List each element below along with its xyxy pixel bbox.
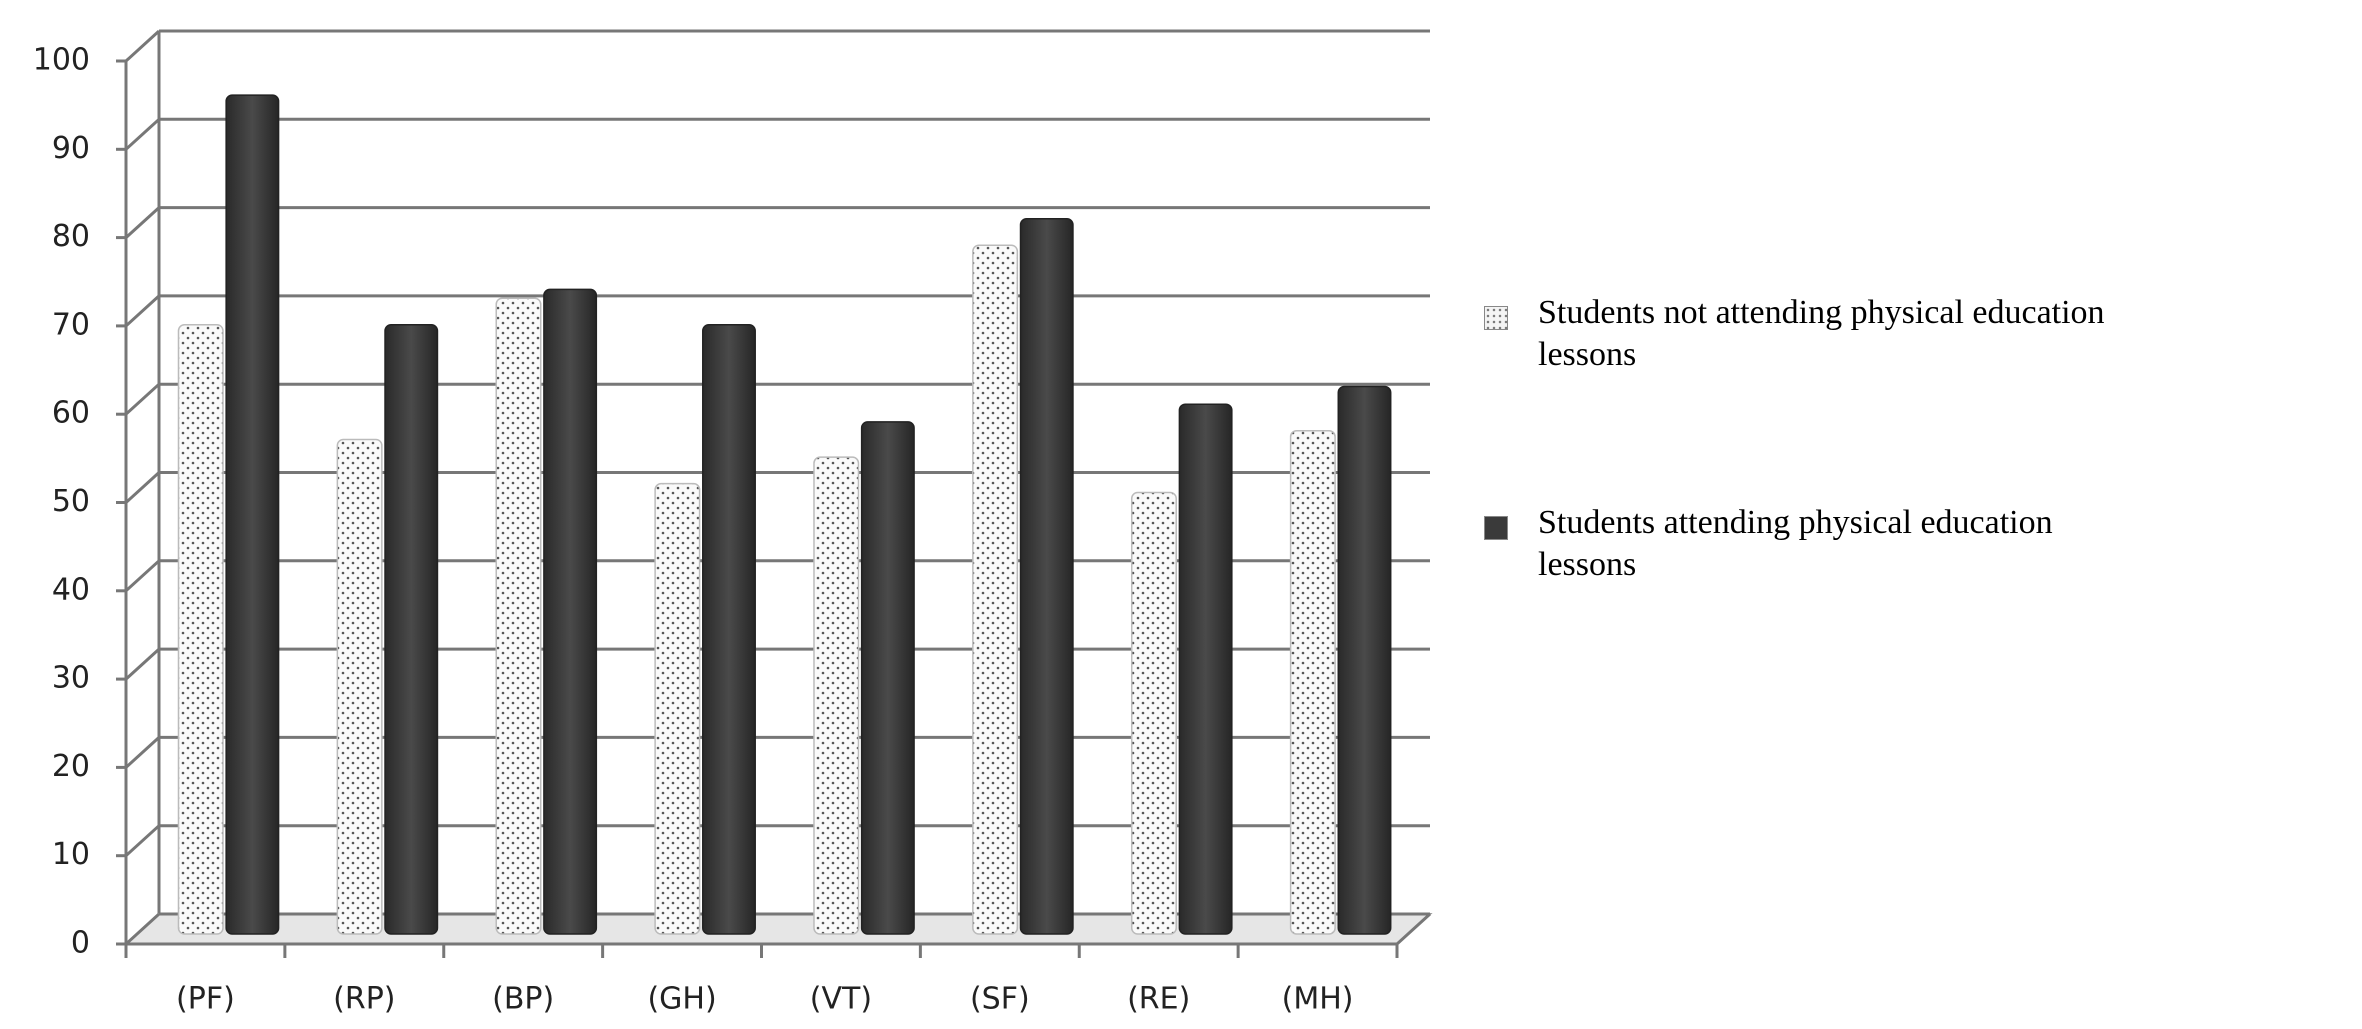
bar bbox=[1019, 218, 1074, 935]
x-tick-label: (BP) bbox=[492, 982, 554, 1017]
grid-line-side bbox=[124, 736, 161, 769]
legend-label: Students attending physical education le… bbox=[1538, 504, 2053, 583]
y-tick-label: 60 bbox=[52, 396, 90, 431]
x-axis-side bbox=[1395, 912, 1432, 946]
bar bbox=[1178, 403, 1233, 935]
bar bbox=[654, 482, 701, 935]
y-tick-label: 90 bbox=[52, 131, 90, 166]
x-tick-label: (PF) bbox=[176, 982, 235, 1017]
y-tick-label: 10 bbox=[52, 837, 90, 872]
bar bbox=[336, 438, 383, 935]
y-tick-label: 100 bbox=[33, 43, 90, 78]
y-tick-label: 0 bbox=[71, 926, 90, 961]
x-tick-label: (VT) bbox=[810, 982, 872, 1017]
grid-line-side bbox=[124, 824, 161, 857]
y-tick-label: 40 bbox=[52, 572, 90, 607]
x-tick-label: (SF) bbox=[970, 982, 1030, 1017]
grid-line-side bbox=[124, 471, 161, 504]
x-tick-label: (RP) bbox=[333, 982, 395, 1017]
legend-label: Students not attending physical educatio… bbox=[1538, 294, 2105, 373]
grid-line-side bbox=[124, 383, 161, 416]
grid-line-side bbox=[124, 559, 161, 592]
bar bbox=[543, 288, 598, 935]
y-tick-label: 50 bbox=[52, 484, 90, 519]
grid-line-side bbox=[124, 118, 161, 151]
grid-line-side bbox=[124, 29, 161, 63]
bar bbox=[495, 297, 542, 935]
bar bbox=[702, 323, 756, 935]
grid-line-side bbox=[124, 206, 161, 239]
bar bbox=[1337, 385, 1392, 935]
y-tick-label: 20 bbox=[52, 749, 90, 784]
y-tick-label: 70 bbox=[52, 307, 90, 342]
bar bbox=[1130, 491, 1177, 935]
y-tick-label: 30 bbox=[52, 661, 90, 696]
bar bbox=[225, 94, 280, 935]
bar bbox=[813, 456, 860, 935]
grid-line-side bbox=[124, 912, 161, 946]
x-tick-label: (GH) bbox=[647, 982, 716, 1017]
bar bbox=[384, 323, 439, 935]
bar bbox=[972, 244, 1019, 935]
bar bbox=[860, 421, 915, 935]
legend-swatch bbox=[1484, 306, 1508, 330]
legend-item: Students not attending physical educatio… bbox=[1484, 292, 2118, 376]
bar bbox=[1289, 429, 1336, 935]
floor bbox=[123, 913, 1433, 945]
bar bbox=[177, 323, 224, 935]
y-tick-label: 80 bbox=[52, 219, 90, 254]
x-tick-label: (RE) bbox=[1127, 982, 1190, 1017]
legend-swatch bbox=[1484, 516, 1508, 540]
legend-item: Students attending physical education le… bbox=[1484, 502, 2118, 586]
grid-line-side bbox=[124, 647, 161, 681]
x-tick-label: (MH) bbox=[1282, 982, 1354, 1017]
grid-line-side bbox=[124, 294, 161, 328]
